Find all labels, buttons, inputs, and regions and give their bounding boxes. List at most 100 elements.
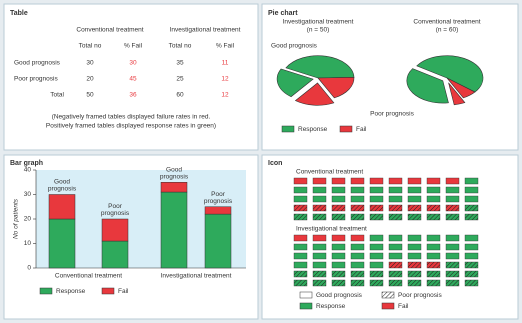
icon-hatch — [332, 214, 345, 220]
legend-label: Response — [56, 288, 86, 295]
pie-subtitle: (n = 50) — [307, 27, 330, 34]
bar-segment — [48, 218, 76, 269]
icon — [407, 177, 422, 185]
icon-hatch — [408, 280, 421, 286]
icon — [426, 186, 441, 194]
icon — [369, 252, 384, 260]
legend-swatch — [339, 125, 353, 133]
panel-title: Pie chart — [268, 10, 298, 17]
icon — [388, 234, 403, 242]
icon-hatch — [408, 205, 421, 211]
cell: 12 — [221, 76, 229, 83]
icon-hatch — [465, 271, 478, 277]
icon-hatch — [389, 271, 402, 277]
icon — [331, 186, 346, 194]
pie-title: Investigational treatment — [283, 19, 354, 26]
cell: 35 — [176, 60, 184, 67]
icon — [464, 186, 479, 194]
icon-hatch — [446, 280, 459, 286]
icon — [350, 177, 365, 185]
icon — [331, 261, 346, 269]
icon — [350, 186, 365, 194]
panel — [3, 3, 259, 151]
bar-segment — [204, 213, 232, 269]
column-header: % Fail — [216, 43, 235, 50]
icon — [312, 252, 327, 260]
legend-hatch — [382, 292, 394, 298]
icon — [426, 243, 441, 251]
note: Positively framed tables displayed respo… — [46, 123, 216, 130]
bar-label: Good prognosis — [160, 166, 189, 180]
bar-segment — [160, 191, 188, 269]
icon-hatch — [427, 262, 440, 268]
icon — [293, 234, 308, 242]
annotation: Poor prognosis — [370, 111, 414, 118]
pie-slice — [294, 82, 335, 106]
icon — [293, 252, 308, 260]
icon — [407, 195, 422, 203]
icon-hatch — [465, 214, 478, 220]
icon — [293, 243, 308, 251]
icon — [388, 186, 403, 194]
icon — [331, 234, 346, 242]
panel-title: Table — [10, 10, 28, 17]
icon-hatch — [389, 280, 402, 286]
icon — [445, 234, 460, 242]
annotation: Good prognosis — [271, 43, 318, 50]
icon-hatch — [351, 214, 364, 220]
icon-hatch — [408, 214, 421, 220]
legend-label: Fail — [398, 303, 409, 310]
icon-hatch — [465, 262, 478, 268]
cell: 36 — [129, 92, 137, 99]
icon — [350, 243, 365, 251]
bar-label: Poor prognosis — [101, 203, 130, 217]
pie-subtitle: (n = 60) — [436, 27, 459, 34]
icon-hatch — [389, 262, 402, 268]
cell: 45 — [129, 76, 137, 83]
y-tick-label: 30 — [24, 191, 32, 198]
icon — [445, 195, 460, 203]
icon — [312, 261, 327, 269]
legend-label: Fail — [118, 288, 129, 295]
icon — [388, 195, 403, 203]
y-tick-label: 20 — [24, 216, 32, 223]
icon-hatch — [465, 280, 478, 286]
icon — [312, 234, 327, 242]
icon — [445, 177, 460, 185]
icon — [369, 243, 384, 251]
icon — [293, 186, 308, 194]
icon — [464, 252, 479, 260]
icon — [464, 195, 479, 203]
row-label: Good prognosis — [14, 60, 61, 67]
y-tick-label: 10 — [24, 240, 32, 247]
legend-label: Poor prognosis — [398, 292, 442, 299]
bar-segment — [101, 240, 129, 269]
icon — [369, 186, 384, 194]
y-tick-label: 40 — [24, 167, 32, 174]
y-tick-label: 0 — [27, 265, 31, 272]
icon-hatch — [313, 205, 326, 211]
pie-slice — [276, 68, 314, 98]
column-header: Total no — [79, 43, 102, 50]
icon-hatch — [313, 280, 326, 286]
cell: 60 — [176, 92, 184, 99]
icon-hatch — [370, 271, 383, 277]
legend-swatch — [299, 302, 313, 310]
icon-hatch — [313, 214, 326, 220]
x-group-label: Investigational treatment — [161, 273, 232, 280]
icon-hatch — [389, 205, 402, 211]
icon — [445, 252, 460, 260]
icon — [369, 195, 384, 203]
icon-hatch — [389, 214, 402, 220]
pie-slice — [448, 82, 466, 106]
icon — [426, 252, 441, 260]
icon — [407, 234, 422, 242]
legend-swatch — [299, 291, 313, 299]
pie-title: Conventional treatment — [413, 19, 480, 26]
icon — [388, 243, 403, 251]
icon-hatch — [465, 205, 478, 211]
icon-hatch — [427, 280, 440, 286]
icon — [331, 195, 346, 203]
legend-label: Response — [316, 303, 346, 310]
icon — [426, 177, 441, 185]
